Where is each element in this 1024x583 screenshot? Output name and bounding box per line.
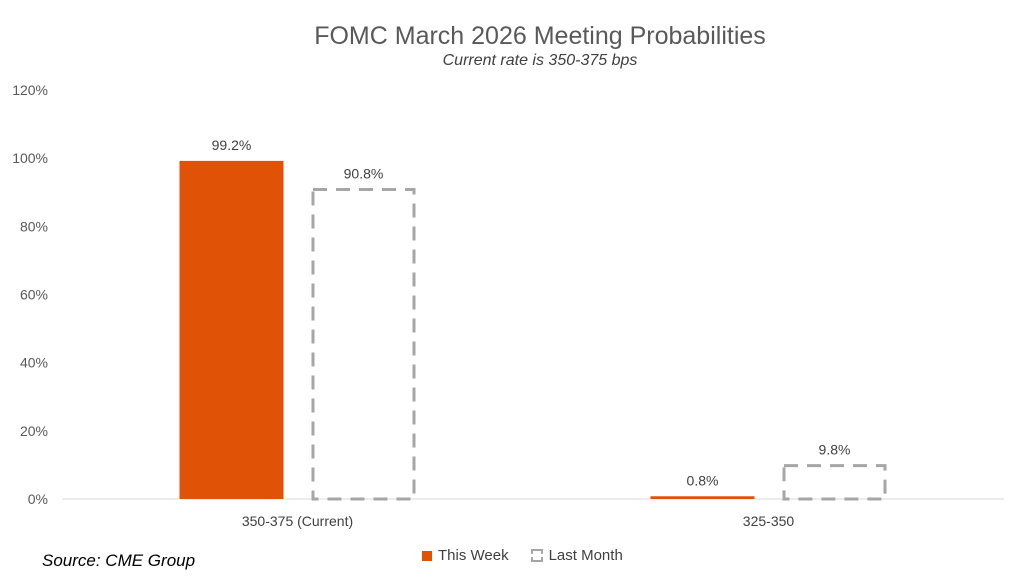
x-category-label: 350-375 (Current): [242, 513, 353, 529]
legend-label-this-week: This Week: [438, 547, 509, 564]
bar-this-week: [179, 160, 284, 500]
legend-swatch-last-month: [530, 549, 543, 562]
x-category-label: 325-350: [743, 513, 795, 529]
legend: This Week Last Month: [422, 547, 639, 564]
data-label: 90.8%: [344, 166, 384, 182]
data-label: 0.8%: [687, 472, 719, 488]
y-tick-label: 80%: [20, 218, 48, 234]
y-tick-label: 0%: [28, 491, 48, 507]
bar-this-week: [650, 496, 755, 499]
legend-item-this-week: This Week: [422, 547, 509, 564]
y-tick-label: 120%: [12, 82, 48, 98]
bar-last-month: [782, 464, 887, 501]
legend-swatch-this-week: [422, 550, 432, 561]
chart-title: FOMC March 2026 Meeting Probabilities: [314, 22, 766, 50]
legend-label-last-month: Last Month: [548, 547, 623, 564]
legend-item-last-month: Last Month: [530, 547, 623, 564]
bar-last-month: [311, 188, 416, 501]
data-label: 9.8%: [819, 442, 851, 458]
y-tick-label: 40%: [20, 355, 48, 371]
y-tick-label: 100%: [12, 150, 48, 166]
y-tick-label: 60%: [20, 287, 48, 303]
data-label: 99.2%: [212, 137, 252, 153]
source-note: Source: CME Group: [42, 551, 196, 570]
y-tick-label: 20%: [20, 423, 48, 439]
chart-subtitle: Current rate is 350-375 bps: [442, 52, 638, 69]
